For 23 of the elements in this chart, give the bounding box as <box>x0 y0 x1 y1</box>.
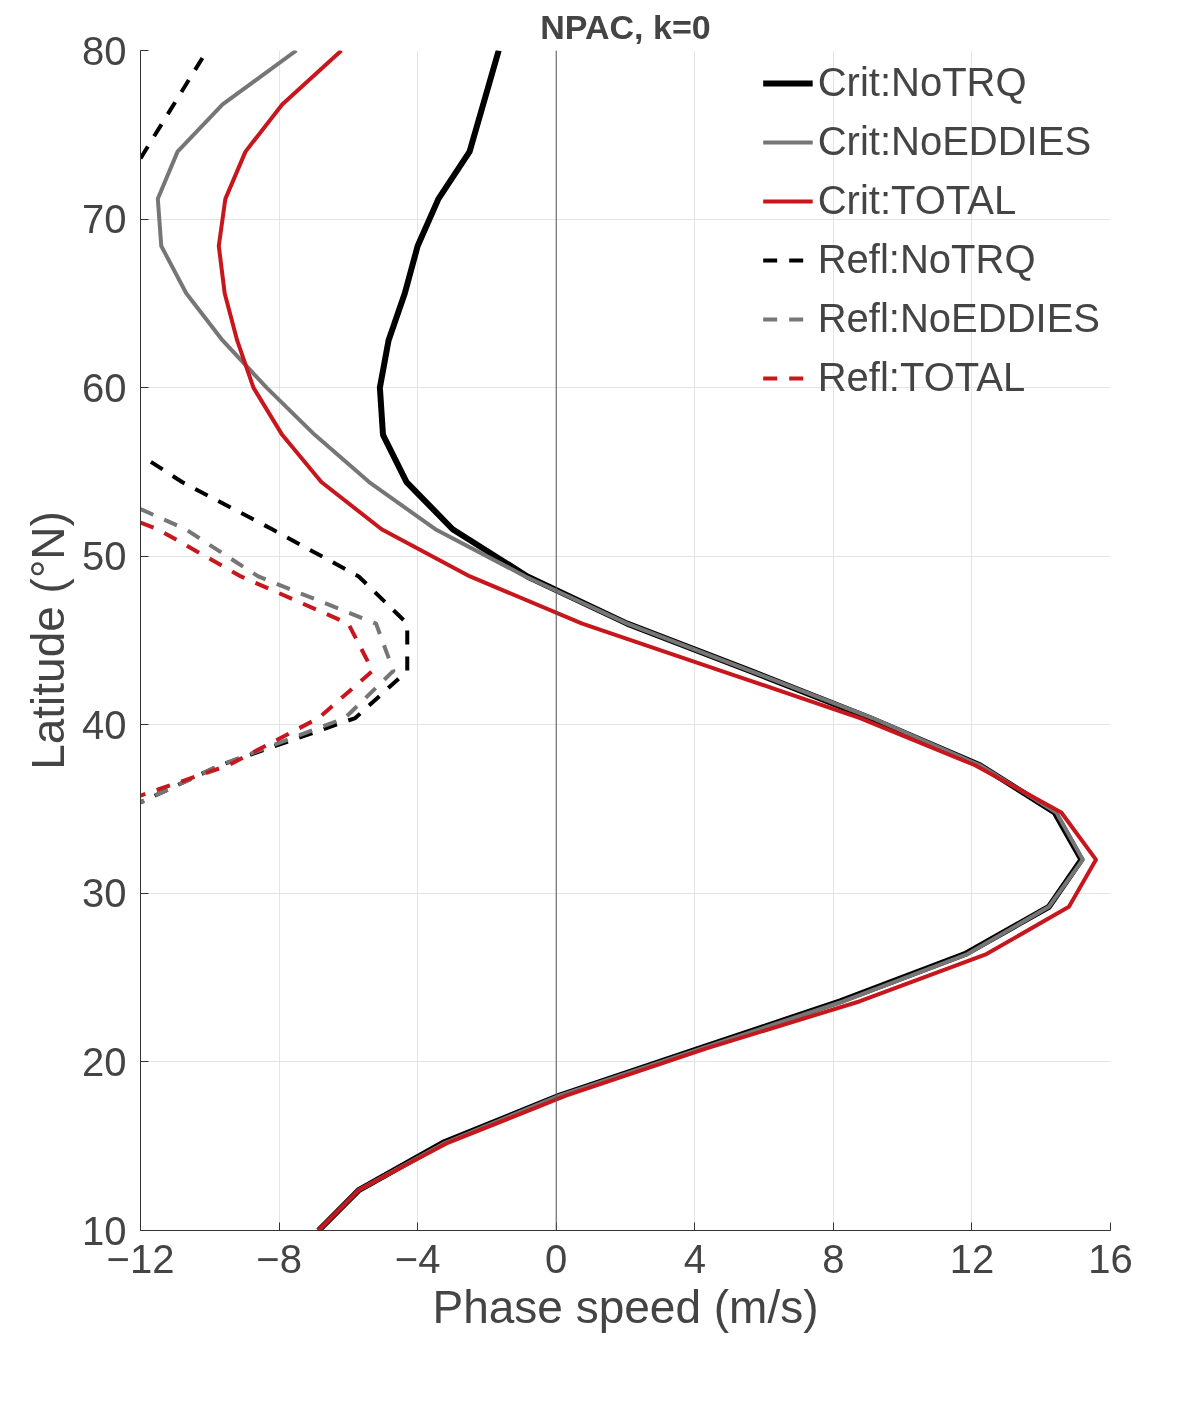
legend-label: Crit:NoEDDIES <box>817 119 1092 164</box>
y-axis-title: Latitude (°N) <box>22 511 75 770</box>
legend-label: Crit:TOTAL <box>817 178 1017 223</box>
legend-label: Refl:NoEDDIES <box>817 296 1100 341</box>
y-tick-label: 80 <box>82 28 127 73</box>
y-tick-label: 40 <box>82 702 127 747</box>
legend-label: Refl:NoTRQ <box>817 237 1036 282</box>
x-axis-title: Phase speed (m/s) <box>432 1280 819 1333</box>
x-tick-label: 8 <box>822 1236 845 1281</box>
y-tick-label: 30 <box>82 871 127 916</box>
y-tick-label: 20 <box>82 1039 127 1084</box>
y-tick-label: 70 <box>82 197 127 242</box>
x-tick-label: 16 <box>1088 1236 1133 1281</box>
chart-title: NPAC, k=0 <box>540 7 711 46</box>
x-tick-label: 0 <box>545 1236 568 1281</box>
y-tick-label: 50 <box>82 534 127 579</box>
y-tick-label: 60 <box>82 365 127 410</box>
x-tick-label: 4 <box>683 1236 706 1281</box>
x-tick-label: −8 <box>256 1236 302 1281</box>
x-tick-label: 12 <box>949 1236 995 1281</box>
legend-label: Crit:NoTRQ <box>817 60 1027 105</box>
legend-label: Refl:TOTAL <box>817 355 1026 400</box>
x-tick-label: −4 <box>394 1236 441 1281</box>
